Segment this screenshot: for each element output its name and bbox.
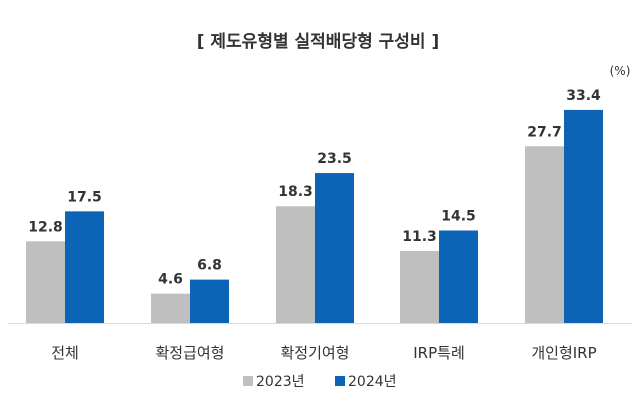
data-label: 4.6 — [158, 272, 183, 288]
data-label: 14.5 — [441, 208, 476, 224]
data-label: 6.8 — [197, 258, 222, 274]
data-label: 23.5 — [317, 151, 352, 167]
unit-label: (%) — [610, 64, 631, 78]
category-label: IRP특례 — [413, 344, 465, 362]
bar-2023 — [151, 293, 190, 323]
bar-2023 — [26, 241, 65, 323]
legend-swatch — [243, 376, 253, 386]
category-label: 개인형IRP — [531, 344, 596, 362]
bar-2024 — [315, 173, 354, 323]
bar-2024 — [65, 211, 104, 323]
data-label: 33.4 — [566, 88, 601, 104]
bar-2023 — [276, 206, 315, 323]
bar-2024 — [190, 279, 229, 323]
bar-2024 — [439, 230, 478, 323]
category-label: 확정기여형 — [280, 344, 349, 362]
legend-label: 2024년 — [348, 374, 397, 390]
data-label: 12.8 — [28, 219, 63, 235]
data-label: 18.3 — [278, 184, 313, 200]
legend-swatch — [335, 376, 345, 386]
bar-2023 — [400, 250, 439, 323]
bar-2024 — [564, 109, 603, 324]
data-label: 27.7 — [527, 124, 562, 140]
chart-title: [ 제도유형별 실적배당형 구성비 ] — [197, 31, 440, 52]
data-label: 17.5 — [67, 189, 102, 205]
category-label: 확정급여형 — [155, 344, 224, 362]
bar-2023 — [525, 146, 564, 323]
legend-label: 2023년 — [256, 374, 305, 390]
data-label: 11.3 — [402, 229, 437, 245]
category-label: 전체 — [51, 344, 79, 362]
